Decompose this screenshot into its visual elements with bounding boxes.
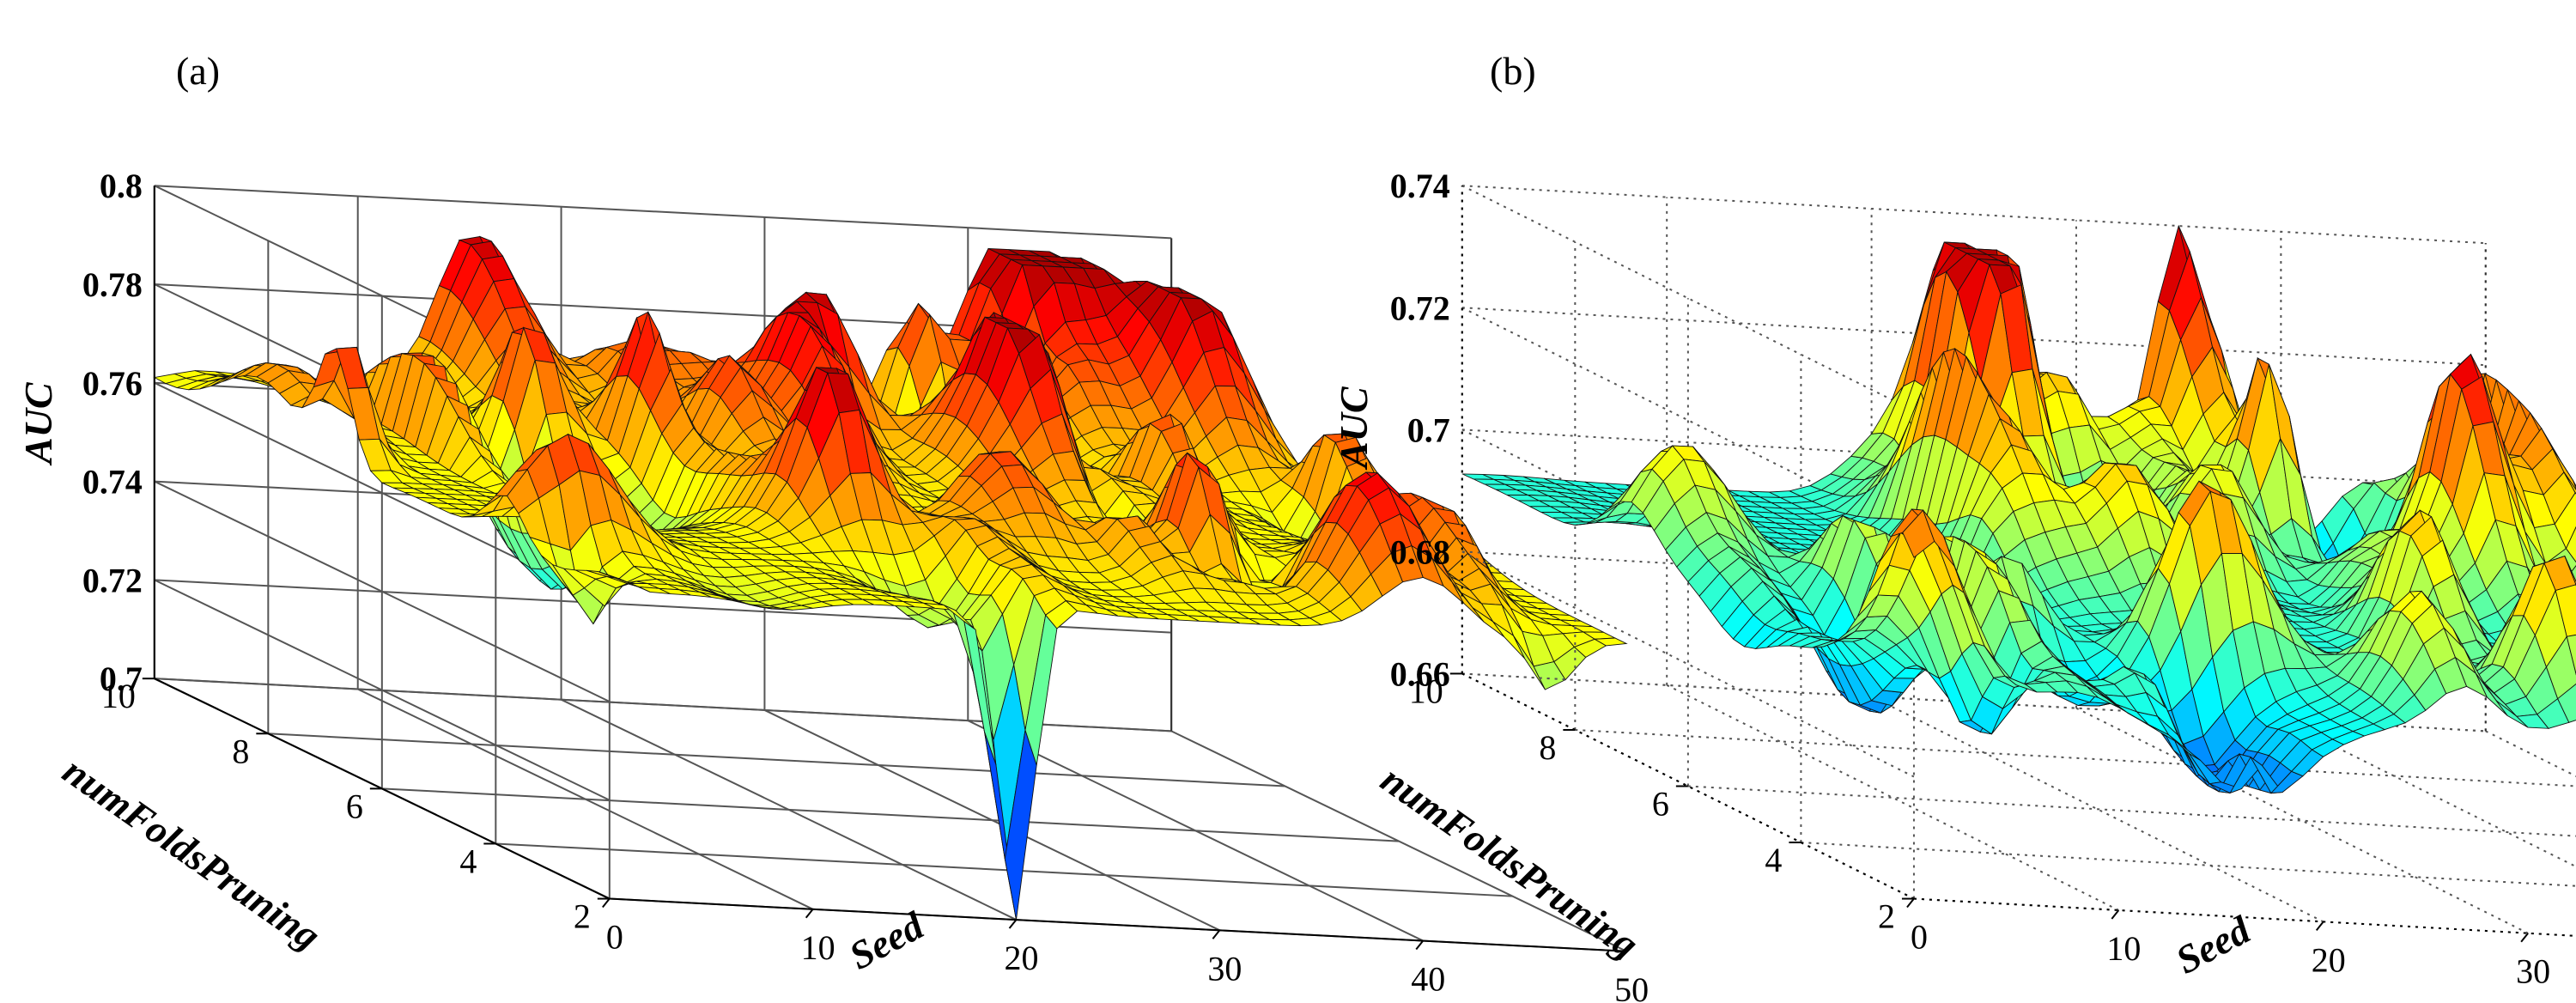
x-tick-mark — [805, 909, 814, 919]
panel-a-zlabel: AUC — [16, 381, 60, 466]
z-tick-label: 0.68 — [1390, 532, 1450, 571]
surface-patch — [2555, 584, 2576, 637]
x-tick-mark — [1415, 939, 1425, 951]
y-tick-label: 8 — [1539, 728, 1556, 767]
x-tick-mark — [2520, 933, 2529, 943]
grid-line — [495, 842, 1513, 897]
surface-patch — [1593, 637, 1628, 647]
grid-line — [1461, 185, 1915, 412]
panel-b: 0.660.680.70.720.7401020304050246810 (b)… — [1332, 49, 2576, 991]
y-tick-label: 10 — [101, 677, 136, 715]
y-tick-label: 10 — [1409, 672, 1443, 710]
x-axis — [609, 897, 1627, 952]
grid-line — [154, 185, 1172, 240]
x-tick-mark — [2111, 909, 2120, 920]
x-tick-label: 20 — [1005, 939, 1039, 977]
panel-a-label: (a) — [176, 49, 220, 93]
panel-a-ylabel: numFoldsPruning — [55, 748, 328, 957]
panel-a: 0.70.720.740.760.780.80 10 20 30 40 50246810 … — [16, 49, 1649, 1003]
z-tick-label: 0.7 — [100, 660, 143, 698]
x-tick-label: 20 — [2312, 940, 2346, 979]
x-tick-label: 50 — [1614, 970, 1649, 1003]
z-tick-label: 0.78 — [82, 265, 143, 304]
z-tick-label: 0.76 — [82, 364, 143, 403]
x-tick-mark — [1619, 951, 1627, 961]
y-tick-label: 4 — [1765, 841, 1782, 879]
grid-line — [1666, 684, 2119, 911]
x-tick-mark — [1906, 897, 1915, 909]
surface-patch — [2566, 634, 2576, 676]
surface-patch — [2557, 684, 2576, 723]
grid-line — [381, 787, 1400, 842]
y-tick-label: 8 — [232, 732, 249, 770]
y-tick-label: 2 — [1878, 897, 1895, 936]
x-tick-label: 40 — [1411, 960, 1445, 999]
grid-line — [1801, 842, 2576, 887]
surface-patch — [2563, 471, 2576, 495]
surface-patch — [2565, 526, 2576, 563]
surface-patch — [2564, 556, 2576, 586]
z-tick-label: 0.8 — [100, 167, 143, 205]
x-tick-mark — [602, 897, 611, 909]
x-tick-mark — [1008, 919, 1018, 929]
panel-b-label: (b) — [1490, 49, 1536, 93]
z-tick-label: 0.74 — [1390, 167, 1450, 205]
surface-patch — [2573, 480, 2576, 489]
z-tick-label: 0.66 — [1390, 654, 1450, 693]
panel-b-surface — [1461, 224, 2576, 794]
grid-line — [1461, 185, 2486, 245]
panel-b-xlabel: Seed — [2169, 907, 2258, 982]
grid-line — [1170, 730, 1627, 952]
x-tick-label: 10 — [801, 928, 835, 967]
panel-b-axes: 0.660.680.70.720.7401020304050246810 — [1390, 167, 2576, 991]
x-tick-label: 30 — [1207, 949, 1242, 988]
y-tick-label: 4 — [459, 842, 477, 880]
x-tick-mark — [2315, 921, 2324, 931]
x-tick-mark — [1212, 929, 1221, 939]
z-tick-label: 0.74 — [82, 463, 143, 502]
panel-b-zlabel: AUC — [1332, 386, 1376, 471]
x-axis — [1913, 897, 2576, 937]
panel-b-ylabel: numFoldsPruning — [1373, 757, 1646, 966]
z-tick-label: 0.7 — [1407, 410, 1450, 449]
y-tick-label: 6 — [346, 787, 363, 825]
x-tick-label: 10 — [2106, 929, 2141, 968]
z-tick-label: 0.72 — [1390, 289, 1450, 327]
grid-line — [1687, 785, 2576, 837]
z-tick-label: 0.72 — [82, 561, 143, 599]
y-tick-label: 2 — [574, 897, 591, 936]
x-tick-label: 0 — [1911, 918, 1928, 957]
x-tick-label: 30 — [2516, 952, 2550, 991]
panel-a-surface — [153, 235, 1628, 921]
y-tick-label: 6 — [1652, 784, 1669, 823]
x-tick-label: 0 — [606, 918, 623, 957]
grid-line — [268, 732, 1285, 787]
grid-line — [1575, 728, 2576, 787]
